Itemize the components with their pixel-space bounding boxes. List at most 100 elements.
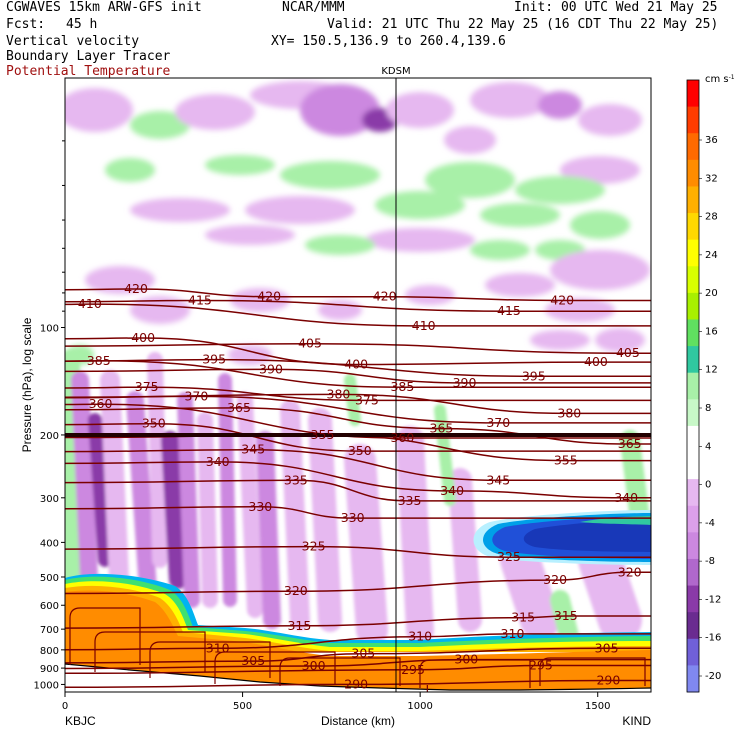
field-vertical-velocity: Vertical velocity bbox=[6, 34, 140, 49]
xy-endpoints: XY= 150.5,136.9 to 260.4,139.6 bbox=[271, 34, 506, 49]
theta-contours bbox=[65, 288, 651, 705]
theta-label: 395 bbox=[202, 352, 226, 367]
colorbar-swatch bbox=[687, 346, 699, 374]
theta-label: 385 bbox=[390, 379, 414, 394]
x-end-station: KIND bbox=[622, 714, 651, 728]
theta-label: 310 bbox=[206, 640, 230, 655]
colorbar-swatch bbox=[687, 213, 699, 241]
colorbar-swatch bbox=[687, 505, 699, 533]
theta-label: 305 bbox=[595, 640, 619, 655]
colorbar-tick-label: 36 bbox=[705, 135, 718, 146]
theta-label: 310 bbox=[408, 629, 432, 644]
colorbar-swatch bbox=[687, 372, 699, 400]
colorbar-swatch bbox=[687, 638, 699, 666]
station-marker-label: KDSM bbox=[381, 66, 410, 77]
theta-label: 350 bbox=[142, 416, 166, 431]
rising-motion-core bbox=[473, 510, 651, 565]
theta-label: 385 bbox=[87, 353, 111, 368]
theta-contour-286 bbox=[65, 701, 651, 705]
theta-contour-305 bbox=[65, 647, 651, 664]
theta-label: 365 bbox=[430, 421, 454, 436]
theta-label: 360 bbox=[89, 396, 113, 411]
colorbar-tick-label: -16 bbox=[705, 633, 721, 644]
theta-label: 370 bbox=[184, 388, 208, 403]
low-label: L bbox=[426, 682, 433, 697]
theta-label: 405 bbox=[616, 345, 640, 360]
colorbar-swatch bbox=[687, 585, 699, 613]
colorbar-tick-label: -20 bbox=[705, 671, 721, 682]
theta-label: 320 bbox=[618, 564, 642, 579]
init-time: Init: 00 UTC Wed 21 May 25 bbox=[514, 0, 718, 15]
theta-label: 345 bbox=[486, 472, 510, 487]
theta-label: 295 bbox=[401, 662, 425, 677]
theta-contour-405 bbox=[65, 342, 651, 354]
theta-label: 420 bbox=[373, 289, 397, 304]
boundary-layer-cell bbox=[279, 657, 401, 686]
theta-label: 330 bbox=[341, 510, 365, 525]
theta-label: 325 bbox=[497, 549, 521, 564]
y-tick-label: 800 bbox=[40, 646, 59, 657]
theta-contour-325 bbox=[65, 545, 651, 558]
colorbar-tick-label: 24 bbox=[705, 250, 718, 261]
theta-contour-320 bbox=[65, 571, 651, 595]
theta-label: 420 bbox=[550, 292, 574, 307]
theta-label: 300 bbox=[454, 652, 478, 667]
theta-label: 410 bbox=[78, 296, 102, 311]
y-tick-label: 500 bbox=[40, 573, 59, 584]
theta-contour-300 bbox=[65, 658, 651, 670]
y-tick-label: 900 bbox=[40, 664, 59, 675]
y-tick-label: 400 bbox=[40, 538, 59, 549]
theta-contour-315 bbox=[65, 615, 651, 629]
field-potential-temperature: Potential Temperature bbox=[6, 64, 171, 79]
theta-label: 315 bbox=[511, 610, 535, 625]
theta-label: 335 bbox=[398, 493, 422, 508]
shaded-field: 420 420 420 420 415 415 410 410 405 405 400 400 400 3… bbox=[65, 78, 651, 705]
fcst-value: 45 h bbox=[66, 17, 98, 32]
colorbar-swatch bbox=[687, 266, 699, 294]
theta-label: 350 bbox=[348, 443, 372, 458]
theta-contour-335 bbox=[65, 479, 651, 502]
colorbar-tick-label: -8 bbox=[705, 556, 715, 567]
colorbar-tick-label: -4 bbox=[705, 518, 715, 529]
theta-contour-415 bbox=[65, 299, 651, 312]
theta-label: 305 bbox=[351, 646, 375, 661]
theta-label: 375 bbox=[135, 379, 159, 394]
boundary-layer-cells bbox=[69, 607, 646, 688]
boundary-layer-cell bbox=[539, 657, 646, 686]
theta-contour-350 bbox=[65, 422, 651, 452]
theta-contour-330 bbox=[65, 506, 651, 519]
theta-contour-345 bbox=[65, 448, 651, 482]
colorbar-swatch bbox=[687, 532, 699, 560]
theta-label: 365 bbox=[618, 436, 642, 451]
boundary-layer-cell bbox=[69, 607, 141, 665]
theta-label: 380 bbox=[327, 386, 351, 401]
colorbar-swatch bbox=[687, 558, 699, 587]
colorbar-swatch bbox=[687, 665, 699, 693]
colorbar-swatch bbox=[687, 292, 699, 320]
theta-label: 355 bbox=[554, 453, 578, 468]
colorbar-unit: cm s-1 bbox=[705, 74, 735, 85]
boundary-layer-cell bbox=[419, 659, 531, 688]
y-tick-label: 700 bbox=[40, 625, 59, 636]
theta-label: 340 bbox=[440, 483, 464, 498]
x-tick-label: 500 bbox=[233, 701, 252, 712]
colorbar-tick-label: 0 bbox=[705, 480, 711, 491]
model-title: CGWAVES 15km ARW-GFS init bbox=[6, 0, 202, 15]
y-axis-label: Pressure (hPa), log scale bbox=[20, 317, 34, 452]
theta-label: 420 bbox=[124, 281, 148, 296]
theta-contour-310 bbox=[65, 633, 651, 651]
tropospheric-wave-bands bbox=[65, 350, 650, 650]
y-tick-label: 300 bbox=[40, 494, 59, 505]
colorbar-frame bbox=[686, 79, 700, 693]
colorbar-swatch bbox=[687, 133, 699, 161]
theta-contour-365 bbox=[65, 407, 651, 445]
colorbar-swatch bbox=[687, 425, 699, 454]
theta-label: 410 bbox=[412, 318, 436, 333]
theta-label: 300 bbox=[302, 658, 326, 673]
theta-label: 400 bbox=[344, 357, 368, 372]
colorbar-tick-label: 20 bbox=[705, 288, 718, 299]
colorbar-tick-label: 28 bbox=[705, 212, 718, 223]
theta-label: 420 bbox=[257, 289, 281, 304]
theta-labels: 420 420 420 420 415 415 410 410 405 405 400 400 400 3… bbox=[78, 281, 642, 697]
